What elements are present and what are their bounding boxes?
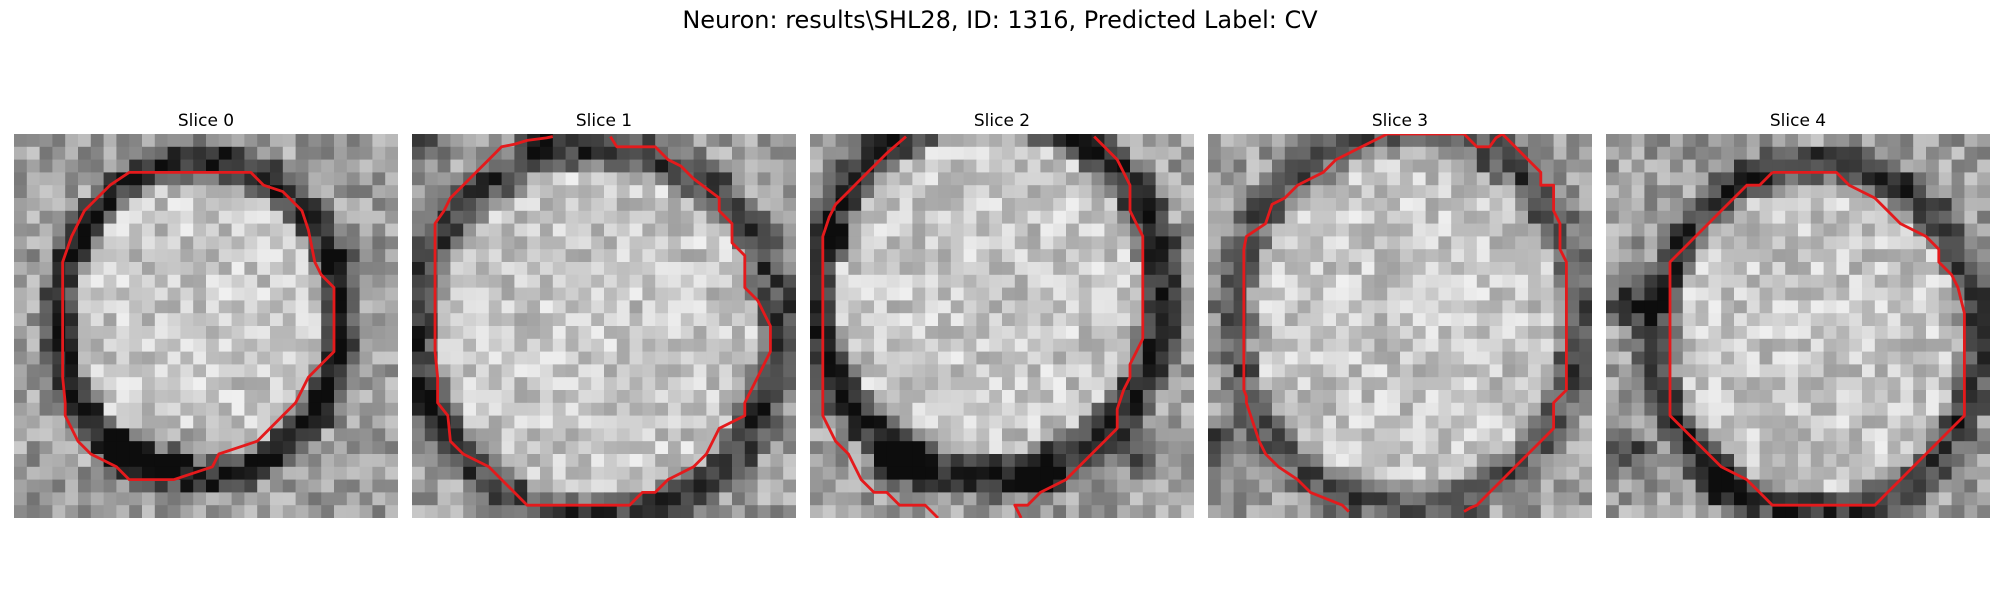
- figure-title: Neuron: results\SHL28, ID: 1316, Predict…: [682, 6, 1318, 34]
- slice-panel-1: Slice 1: [412, 110, 796, 518]
- slice-title-1: Slice 1: [575, 111, 633, 131]
- cell-contour-4: [1668, 170, 1966, 507]
- slice-panel-2: Slice 2: [810, 110, 1194, 518]
- slice-image-3: [1208, 134, 1592, 518]
- slice-image-2: [810, 134, 1194, 518]
- slice-pixels-3: [1208, 134, 1592, 518]
- slice-pixels-4: [1606, 134, 1990, 518]
- cell-contour-2: [821, 135, 939, 518]
- cell-contour-2b: [1013, 135, 1145, 518]
- slice-image-1: [412, 134, 796, 518]
- slice-title-3: Slice 3: [1371, 111, 1429, 131]
- cell-contour-3: [1242, 134, 1568, 513]
- slice-title-4: Slice 4: [1769, 111, 1827, 131]
- cell-contour-0: [61, 170, 336, 482]
- slice-pixels-1: [412, 134, 796, 518]
- cell-contour-1: [433, 135, 772, 507]
- slice-title-2: Slice 2: [973, 111, 1031, 131]
- slice-title-0: Slice 0: [177, 111, 235, 131]
- slice-image-4: [1606, 134, 1990, 518]
- slice-panel-3: Slice 3: [1208, 110, 1592, 518]
- slice-image-0: [14, 134, 398, 518]
- slice-pixels-2: [810, 134, 1194, 518]
- slice-panel-0: Slice 0: [14, 110, 398, 518]
- slice-pixels-0: [14, 134, 398, 518]
- slice-panel-4: Slice 4: [1606, 110, 1990, 518]
